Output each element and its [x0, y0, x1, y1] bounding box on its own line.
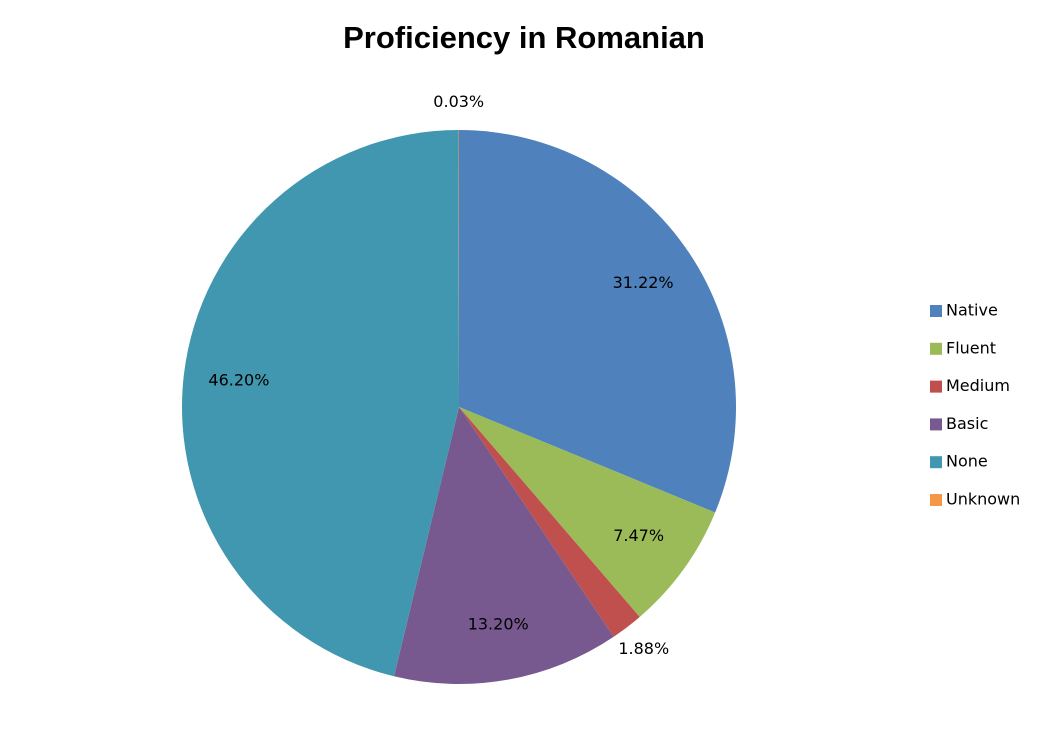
data-label: 0.03% [433, 92, 484, 111]
data-label: 31.22% [613, 273, 674, 292]
pie-slice [459, 407, 640, 637]
legend-label: None [946, 452, 988, 471]
chart-title: Proficiency in Romanian [343, 20, 705, 55]
pie-slice [181, 130, 460, 677]
pie-slice [393, 407, 614, 685]
data-label: 1.88% [618, 639, 669, 658]
legend-swatch [930, 418, 942, 431]
data-label: 46.20% [208, 371, 269, 390]
legend-label: Native [946, 301, 998, 320]
legend-label: Unknown [946, 490, 1020, 509]
legend-label: Basic [946, 414, 988, 433]
legend-label: Fluent [946, 338, 996, 357]
pie-slice [458, 130, 459, 407]
data-label: 7.47% [613, 526, 664, 545]
legend-swatch [930, 494, 942, 506]
pie-slice [459, 407, 716, 617]
pie-slice [459, 130, 737, 513]
data-label: 13.20% [468, 615, 529, 634]
legend-swatch [930, 456, 942, 469]
legend-swatch [930, 380, 942, 393]
legend-label: Medium [946, 376, 1010, 395]
legend-swatch [930, 342, 942, 355]
legend-swatch [930, 305, 942, 317]
